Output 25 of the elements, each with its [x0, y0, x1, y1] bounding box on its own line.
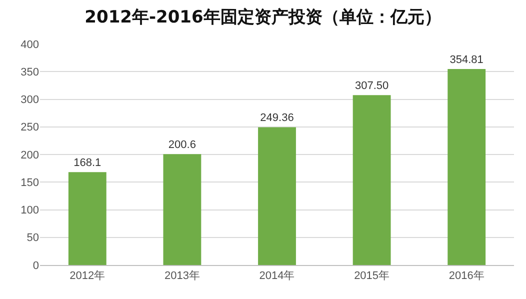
data-label: 354.81 — [450, 54, 484, 66]
bar — [352, 95, 391, 265]
x-tick-label: 2012年 — [70, 270, 106, 282]
y-tick-label: 400 — [20, 38, 39, 51]
y-tick-label: 0 — [32, 260, 39, 272]
y-tick-label: 50 — [26, 232, 39, 244]
y-tick-label: 350 — [20, 66, 39, 78]
y-tick-label: 250 — [20, 122, 39, 134]
y-tick-label: 300 — [20, 94, 39, 106]
y-tick-label: 100 — [20, 204, 39, 217]
x-tick-label: 2016年 — [448, 270, 484, 282]
x-tick-label: 2015年 — [354, 270, 390, 282]
data-label: 307.50 — [354, 80, 389, 92]
data-label: 249.36 — [260, 112, 294, 124]
y-tick-label: 200 — [20, 149, 39, 162]
bar — [258, 127, 296, 265]
chart-title: 2012年-2016年固定资产投资（单位：亿元） — [84, 7, 442, 28]
x-tick-label: 2014年 — [259, 270, 295, 282]
bar — [163, 154, 202, 265]
bar — [68, 172, 106, 265]
y-tick-label: 150 — [20, 176, 39, 189]
x-tick-label: 2013年 — [164, 270, 200, 282]
data-label: 200.6 — [168, 139, 196, 152]
bar — [448, 68, 486, 265]
data-label: 168.1 — [74, 157, 102, 170]
